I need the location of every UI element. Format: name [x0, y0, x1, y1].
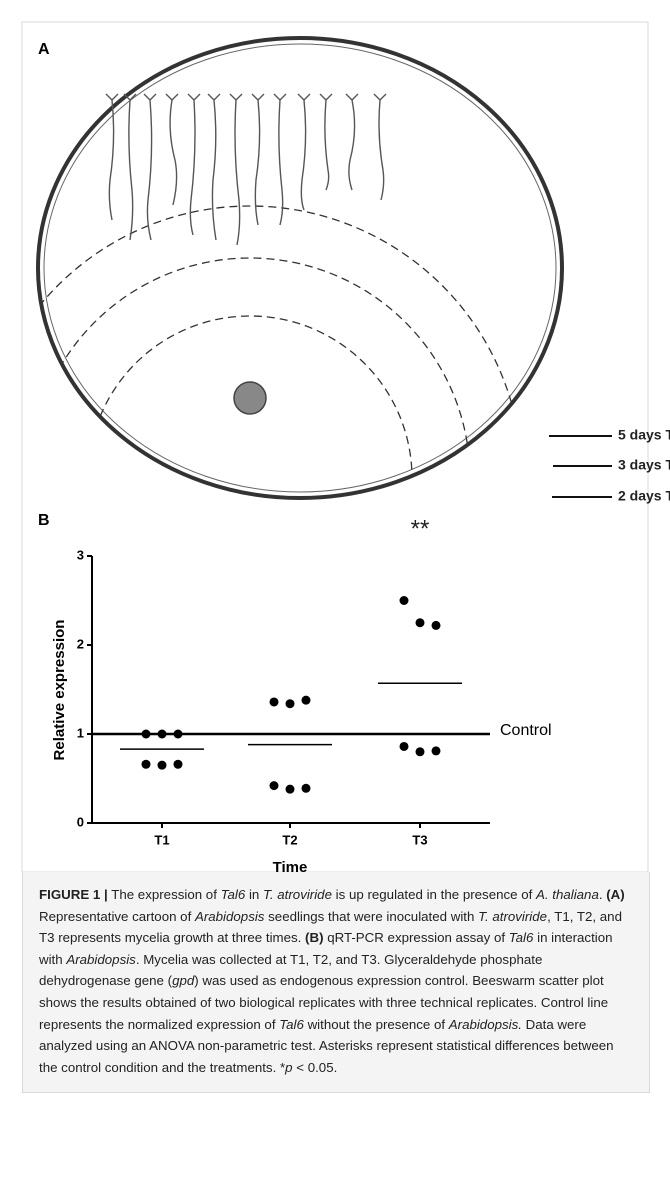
y-tick-label: 1 — [77, 725, 84, 740]
caption-run: A. thaliana — [536, 887, 599, 902]
control-label: Control — [500, 722, 552, 739]
point — [269, 697, 279, 707]
point — [141, 729, 151, 739]
point — [399, 741, 409, 751]
annotation: 2 days T1 — [618, 488, 670, 504]
y-tick-label: 0 — [77, 814, 84, 829]
caption-run: T. atroviride — [478, 908, 548, 924]
petri-dish — [36, 36, 564, 500]
point — [173, 729, 183, 739]
caption-run: ) was used as endogenous expression cont… — [39, 973, 609, 1032]
x-tick-label: T3 — [412, 832, 427, 847]
caption-run: in interaction with — [39, 930, 613, 967]
caption-run: T. atroviride — [263, 887, 332, 902]
caption-run: p — [285, 1059, 293, 1075]
x-axis-label: Time — [273, 859, 308, 872]
point — [431, 620, 441, 630]
caption-run: Arabidopsis. — [448, 1016, 522, 1032]
caption: FIGURE 1 | The expression of Tal6 in T. … — [22, 872, 650, 1094]
caption-run: Tal6 — [508, 930, 534, 946]
x-tick-label: T1 — [154, 832, 169, 847]
caption-run: without the presence of — [303, 1016, 449, 1032]
panel-label: B — [38, 512, 50, 529]
y-axis-label: Relative expression — [51, 620, 68, 761]
caption-run: The expression of — [107, 887, 221, 902]
caption-run: Arabidopsis — [66, 951, 136, 967]
caption-run: (B) — [305, 930, 324, 946]
caption-run: seedlings that were inoculated with — [264, 908, 479, 924]
point — [173, 759, 183, 769]
caption-run: Tal6 — [220, 887, 246, 902]
caption-run: Representative cartoon of — [39, 908, 195, 924]
caption-run: Data were analyzed using an ANOVA non-pa… — [39, 1016, 614, 1075]
point — [285, 699, 295, 709]
caption-run: in — [245, 887, 263, 902]
panel-label: A — [38, 41, 50, 58]
point — [301, 695, 311, 705]
caption-run: < 0.05. — [292, 1059, 338, 1075]
point — [431, 746, 441, 756]
caption-run: is up regulated in the presence of — [331, 887, 537, 902]
caption-run: gpd — [172, 973, 195, 989]
point — [141, 759, 151, 769]
caption-run: Arabidopsis — [194, 908, 265, 924]
annotation: 3 days T2 — [618, 457, 670, 473]
x-tick-label: T2 — [282, 832, 297, 847]
annotation-leaders — [549, 435, 612, 498]
point — [415, 747, 425, 757]
annotation: 5 days T3 — [618, 427, 670, 443]
caption-run: , T1, T2, and T3 represents mycelia grow… — [39, 908, 622, 946]
y-tick-label: 2 — [77, 636, 84, 651]
figure: A 5 days T3 3 — [21, 21, 670, 872]
point — [157, 760, 167, 770]
point — [399, 596, 409, 605]
caption-run: (A) — [606, 887, 625, 902]
point — [157, 729, 167, 739]
point — [301, 783, 311, 793]
caption-run: FIGURE 1 | — [39, 887, 108, 902]
caption-run: qRT-PCR expression assay of — [323, 930, 509, 946]
point — [269, 781, 279, 791]
point — [415, 618, 425, 628]
y-tick-label: 3 — [77, 547, 84, 562]
point — [285, 784, 295, 794]
caption-run: . — [598, 887, 607, 902]
caption-run: Tal6 — [279, 1016, 304, 1032]
caption-run: . Mycelia was collected at T1, T2, and T… — [39, 951, 543, 989]
seedlings — [105, 93, 387, 246]
significance-label: ** — [411, 515, 430, 542]
